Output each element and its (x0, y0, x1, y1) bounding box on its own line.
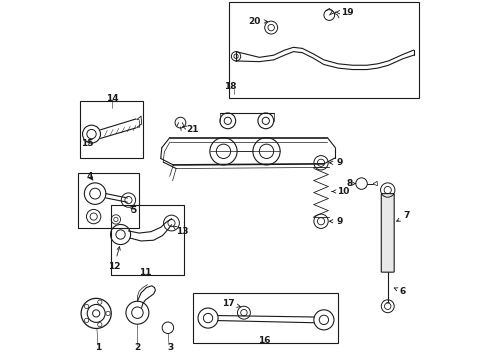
Text: 14: 14 (106, 94, 119, 103)
Text: 9: 9 (329, 217, 343, 226)
Text: 8: 8 (346, 179, 356, 188)
Text: 7: 7 (397, 211, 410, 221)
Text: 1: 1 (95, 343, 101, 352)
Bar (229, 3, 419, 98)
Text: 19: 19 (336, 8, 354, 17)
Text: 5: 5 (130, 206, 137, 215)
Text: 20: 20 (248, 17, 268, 26)
Text: 12: 12 (108, 247, 121, 271)
Text: 9: 9 (329, 158, 343, 167)
Text: 3: 3 (167, 343, 173, 352)
Text: 11: 11 (140, 268, 152, 277)
Bar (80, 101, 143, 158)
Text: 18: 18 (224, 82, 236, 91)
Bar (111, 205, 184, 275)
Text: 17: 17 (221, 299, 240, 308)
Text: 16: 16 (258, 336, 270, 345)
Text: 10: 10 (332, 187, 350, 196)
Bar (193, 293, 338, 343)
Text: 6: 6 (394, 287, 406, 296)
Text: 13: 13 (173, 226, 189, 237)
Text: 21: 21 (183, 125, 198, 134)
FancyBboxPatch shape (381, 194, 394, 272)
Text: 4: 4 (87, 172, 93, 181)
Text: 15: 15 (81, 139, 94, 148)
Bar (78, 173, 139, 228)
Text: 2: 2 (134, 343, 141, 352)
